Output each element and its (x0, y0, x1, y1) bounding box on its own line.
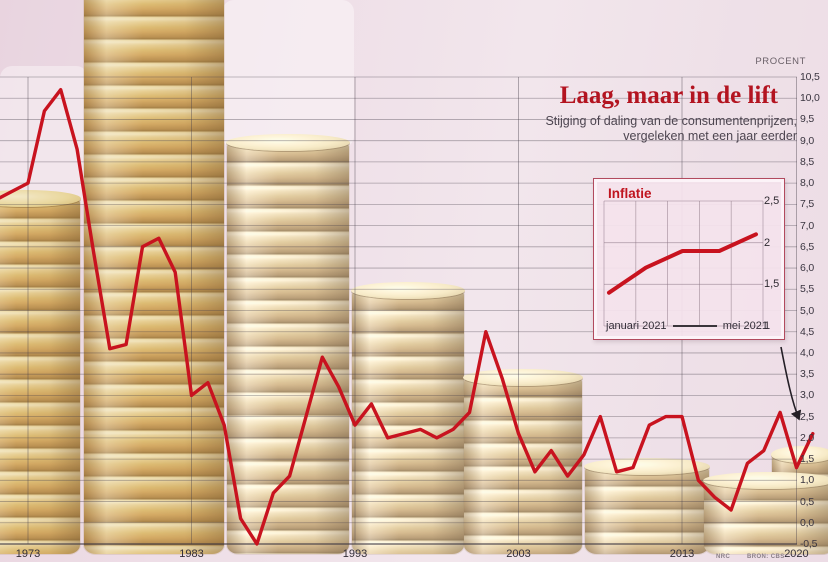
y-tick-label: 2,5 (800, 410, 814, 423)
y-tick-label: 4,5 (800, 325, 814, 338)
y-tick-label: 9,5 (800, 113, 814, 126)
x-tick-label: 1983 (179, 548, 204, 560)
inset-chart-canvas (603, 200, 764, 327)
inset-y-tick-label: 2 (764, 236, 771, 249)
inset-pointer-arrow (780, 346, 802, 421)
inset-y-tick-label: 2,5 (764, 195, 780, 207)
y-tick-label: 0,5 (800, 495, 814, 508)
y-tick-label: 10,5 (800, 71, 820, 83)
chart-subtitle-line2: vergeleken met een jaar eerder (623, 129, 797, 143)
y-tick-label: 1,0 (800, 474, 814, 487)
unit-label: PROCENT (755, 56, 806, 67)
y-tick-label: 5,5 (800, 283, 814, 296)
y-tick-label: 3,0 (800, 389, 814, 402)
inset-y-tick-label: 1,5 (764, 278, 780, 291)
y-tick-label: 5,0 (800, 304, 814, 317)
y-tick-label: 10,0 (800, 92, 820, 105)
inset-title: Inflatie (608, 186, 652, 201)
inset-y-tick-label: 1 (764, 320, 771, 332)
y-tick-label: 7,5 (800, 198, 814, 211)
credit-source: BRON: CBS (747, 554, 785, 560)
y-tick-label: 2,0 (800, 431, 814, 444)
y-tick-label: 7,0 (800, 219, 814, 232)
x-tick-label: 1973 (15, 548, 41, 560)
chart-title: Laag, maar in de lift (559, 82, 778, 109)
y-tick-label: 9,0 (800, 134, 814, 147)
y-tick-label: 8,0 (800, 177, 814, 190)
chart-subtitle-line1: Stijging of daling van de consumentenpri… (545, 114, 797, 128)
y-tick-label: 4,0 (800, 346, 814, 359)
y-tick-label: 3,5 (800, 368, 814, 381)
inset-x-labels: januari 2021 mei 2021 (606, 320, 768, 332)
y-tick-label: 1,5 (800, 453, 814, 466)
inset-x-end-label: mei 2021 (722, 320, 768, 332)
x-tick-label: 2003 (506, 548, 531, 560)
inflation-line (0, 87, 815, 546)
inset-chart: Inflatie 2,5 2 1,5 1 januari 2021 mei 2021 (593, 178, 785, 340)
x-tick-label: 2013 (669, 548, 695, 560)
y-tick-label: 6,0 (800, 262, 814, 275)
y-tick-label: -0,5 (800, 538, 818, 550)
credit-agency: NRC (716, 554, 731, 560)
x-tick-label: 1993 (342, 548, 368, 560)
y-tick-label: 8,5 (800, 155, 814, 168)
y-tick-label: 6,5 (800, 240, 814, 253)
inset-x-start-label: januari 2021 (606, 320, 667, 332)
inset-dash-line (672, 325, 717, 327)
x-tick-label: 2020 (784, 548, 809, 560)
y-tick-label: 0,0 (800, 516, 814, 529)
